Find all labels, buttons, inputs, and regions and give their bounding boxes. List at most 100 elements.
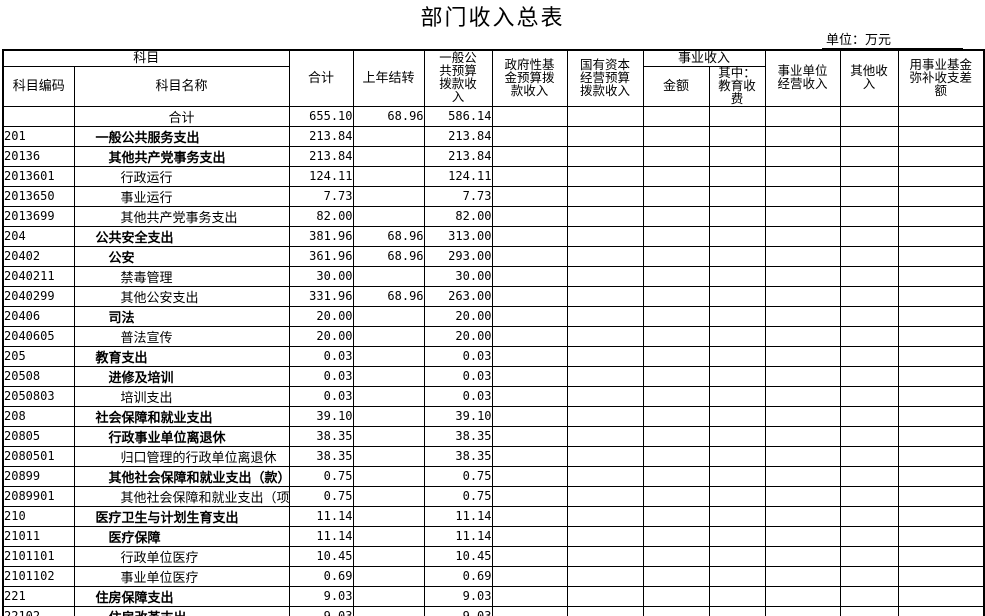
value-cell: [642, 125, 710, 147]
value-cell: [764, 305, 841, 327]
table-row: 20402 公安 361.96 68.96 293.00: [2, 245, 985, 267]
value-cell: [839, 165, 899, 187]
value-cell: 0.75: [288, 485, 354, 507]
value-cell: [897, 225, 985, 247]
value-cell: 124.11: [288, 165, 354, 187]
value-cell: [352, 205, 425, 227]
value-cell: 0.75: [423, 485, 493, 507]
subject-code-cell: 20406: [2, 305, 75, 327]
value-cell: 20.00: [288, 325, 354, 347]
value-cell: [708, 185, 766, 207]
subject-name-cell: 禁毒管理: [73, 265, 290, 287]
value-cell: [897, 165, 985, 187]
value-cell: [566, 345, 644, 367]
value-cell: [491, 145, 568, 167]
value-cell: [764, 145, 841, 167]
subject-code-cell: 204: [2, 225, 75, 247]
value-cell: 68.96: [352, 245, 425, 267]
value-cell: 30.00: [288, 265, 354, 287]
value-cell: [839, 565, 899, 587]
value-cell: [491, 525, 568, 547]
table-row: 201 一般公共服务支出 213.84 213.84: [2, 125, 985, 147]
value-cell: [839, 505, 899, 527]
value-cell: [839, 225, 899, 247]
subject-name-cell: 其他共产党事务支出: [73, 145, 290, 167]
value-cell: [642, 485, 710, 507]
value-cell: [566, 585, 644, 607]
subject-code-cell: 210: [2, 505, 75, 527]
value-cell: 213.84: [423, 145, 493, 167]
value-cell: [491, 585, 568, 607]
value-cell: [352, 325, 425, 347]
value-cell: 0.03: [288, 385, 354, 407]
subject-code-cell: 20805: [2, 425, 75, 447]
value-cell: [642, 265, 710, 287]
value-cell: [764, 445, 841, 467]
value-cell: [708, 445, 766, 467]
name-header: 科目名称: [73, 65, 290, 107]
value-cell: [764, 605, 841, 616]
value-cell: [839, 445, 899, 467]
table-row: 208 社会保障和就业支出 39.10 39.10: [2, 405, 985, 427]
subject-code-cell: 2040211: [2, 265, 75, 287]
value-cell: 20.00: [423, 325, 493, 347]
value-cell: [708, 325, 766, 347]
value-cell: [566, 525, 644, 547]
value-cell: [566, 605, 644, 616]
value-cell: [642, 565, 710, 587]
value-cell: [708, 545, 766, 567]
subject-name-cell: 住房保障支出: [73, 585, 290, 607]
value-cell: [708, 365, 766, 387]
value-cell: [566, 245, 644, 267]
value-cell: [566, 485, 644, 507]
subject-code-cell: 22102: [2, 605, 75, 616]
value-cell: [566, 265, 644, 287]
value-cell: [839, 425, 899, 447]
value-cell: [897, 385, 985, 407]
subject-code-cell: 2013699: [2, 205, 75, 227]
value-cell: 0.03: [423, 365, 493, 387]
value-cell: [491, 405, 568, 427]
value-cell: [897, 485, 985, 507]
value-cell: 213.84: [288, 145, 354, 167]
value-cell: [708, 505, 766, 527]
income-summary-table: 科目 合计 上年结转 一般公 共预算 拨款收 入 政府性基 金预算拨 款收入 国…: [2, 49, 985, 616]
value-cell: [566, 445, 644, 467]
table-row: 合计 655.10 68.96 586.14: [2, 105, 985, 127]
value-cell: [764, 545, 841, 567]
value-cell: [352, 465, 425, 487]
value-cell: [708, 125, 766, 147]
value-cell: [897, 465, 985, 487]
table-row: 2080501 归口管理的行政单位离退休 38.35 38.35: [2, 445, 985, 467]
table-row: 210 医疗卫生与计划生育支出 11.14 11.14: [2, 505, 985, 527]
value-cell: [491, 305, 568, 327]
value-cell: [708, 285, 766, 307]
value-cell: [764, 245, 841, 267]
value-cell: [566, 325, 644, 347]
table-row: 22102住房改革支出9.039.03: [2, 605, 985, 616]
value-cell: [897, 425, 985, 447]
value-cell: 655.10: [288, 105, 354, 127]
table-row: 205 教育支出 0.03 0.03: [2, 345, 985, 367]
subject-code-cell: 205: [2, 345, 75, 367]
value-cell: [642, 185, 710, 207]
value-cell: [352, 185, 425, 207]
value-cell: [491, 505, 568, 527]
value-cell: [491, 425, 568, 447]
value-cell: [708, 425, 766, 447]
fund-balance-header: 用事业基金 弥补收支差 额: [897, 49, 985, 107]
table-row: 20899 其他社会保障和就业支出（款） 0.75 0.75: [2, 465, 985, 487]
value-cell: [642, 425, 710, 447]
value-cell: [491, 205, 568, 227]
value-cell: [642, 505, 710, 527]
value-cell: [897, 605, 985, 616]
value-cell: [897, 505, 985, 527]
value-cell: [642, 245, 710, 267]
value-cell: [352, 145, 425, 167]
value-cell: [491, 105, 568, 127]
value-cell: [897, 445, 985, 467]
value-cell: [708, 265, 766, 287]
value-cell: [839, 325, 899, 347]
subject-name-cell: 归口管理的行政单位离退休: [73, 445, 290, 467]
